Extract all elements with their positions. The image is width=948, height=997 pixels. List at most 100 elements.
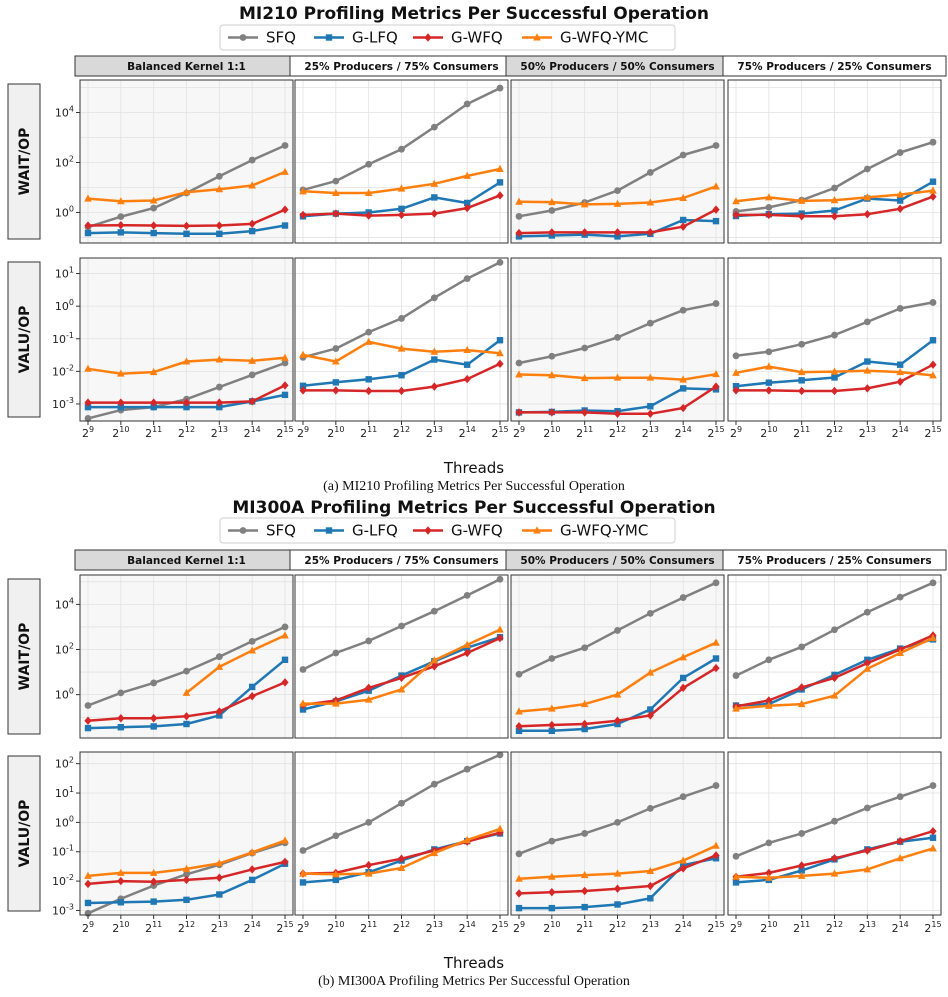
data-point-sfq: [831, 626, 838, 634]
x-tick-label: 210: [327, 920, 344, 935]
data-point-g-wfq: [182, 712, 191, 721]
data-point-g-wfq: [679, 222, 687, 231]
data-point-g-wfq-ymc: [929, 844, 937, 852]
data-point-sfq: [365, 160, 373, 168]
data-point-sfq: [646, 609, 654, 617]
data-point-sfq: [581, 830, 589, 837]
data-point-g-wfq-ymc: [463, 835, 471, 844]
data-point-g-lfq: [183, 720, 190, 728]
x-tick-label: 29: [730, 920, 742, 935]
x-tick-label: 210: [327, 425, 344, 440]
data-point-g-lfq: [581, 725, 588, 733]
x-tick-label: 213: [642, 425, 659, 440]
x-tick-label: 210: [112, 920, 129, 935]
data-point-g-wfq: [896, 204, 904, 214]
data-point-g-lfq: [929, 178, 937, 185]
data-point-g-wfq: [182, 221, 191, 231]
row-label-box: [7, 261, 41, 418]
data-point-g-wfq: [679, 683, 687, 693]
data-point-sfq: [332, 649, 340, 657]
data-point-g-wfq: [896, 836, 904, 846]
data-point-g-lfq: [864, 358, 871, 365]
x-axis-label: Threads: [443, 459, 504, 477]
x-axis-label: Threads: [443, 954, 504, 972]
x-tick-label: 210: [543, 425, 560, 440]
data-point-g-wfq: [646, 711, 654, 720]
data-point-g-wfq-ymc: [332, 188, 340, 197]
x-tick-label: 214: [892, 425, 909, 440]
data-point-g-wfq: [248, 219, 256, 229]
data-point-g-wfq-ymc: [463, 171, 471, 179]
data-point-g-wfq-ymc: [548, 197, 556, 206]
data-point-sfq: [299, 847, 307, 854]
data-point-sfq: [929, 782, 937, 789]
data-point-g-wfq: [117, 220, 125, 230]
x-tick-label: 214: [892, 920, 909, 935]
x-tick-label: 212: [609, 920, 626, 935]
data-point-g-wfq-ymc: [397, 863, 406, 871]
data-point-sfq: [281, 359, 289, 367]
data-point-g-lfq: [117, 724, 125, 731]
panel-frame: [294, 79, 509, 244]
data-point-g-lfq: [398, 372, 405, 379]
figure-mi210: MI210 Profiling Metrics Per Successful O…: [7, 4, 947, 494]
data-point-g-lfq: [896, 361, 904, 368]
data-point-g-wfq: [679, 864, 687, 873]
data-point-g-wfq: [548, 228, 556, 237]
data-point-sfq: [248, 156, 256, 164]
data-point-g-wfq-ymc: [679, 375, 687, 383]
data-point-g-wfq-ymc: [797, 196, 806, 204]
y-tick-label: 102: [55, 642, 74, 657]
data-point-g-wfq-ymc: [364, 869, 373, 877]
data-point-g-wfq: [515, 228, 523, 238]
row-label-box: [7, 578, 41, 735]
x-tick-label: 212: [178, 920, 195, 935]
data-point-g-lfq: [117, 229, 125, 236]
data-point-g-wfq-ymc: [765, 193, 773, 201]
figure-caption: (b) MI300A Profiling Metrics Per Success…: [318, 974, 630, 989]
data-point-g-lfq: [117, 899, 125, 906]
x-tick-label: 29: [82, 920, 94, 935]
data-point-g-wfq: [332, 209, 340, 218]
x-tick-label: 214: [459, 425, 476, 440]
data-point-g-wfq: [798, 212, 806, 221]
figure-title: MI210 Profiling Metrics Per Successful O…: [239, 4, 709, 24]
data-point-sfq: [215, 383, 223, 391]
data-point-g-wfq: [712, 382, 720, 391]
data-point-g-lfq: [679, 385, 687, 392]
legend-label-g-lfq: G-LFQ: [352, 29, 398, 47]
data-point-g-wfq: [365, 683, 373, 693]
panel: [294, 79, 509, 244]
data-point-g-lfq: [647, 403, 654, 410]
data-point-g-wfq-ymc: [84, 871, 92, 879]
data-point-g-lfq: [765, 379, 773, 386]
data-point-sfq: [798, 340, 806, 348]
data-point-g-lfq: [84, 229, 92, 237]
data-point-g-wfq: [281, 205, 289, 214]
legend-label-g-wfq-ymc: G-WFQ-YMC: [560, 522, 648, 540]
data-point-sfq: [732, 852, 740, 860]
data-point-g-lfq: [929, 834, 937, 841]
data-point-g-wfq: [215, 707, 223, 716]
data-point-sfq: [581, 644, 589, 652]
y-tick-label: 10-3: [52, 902, 74, 917]
data-point-g-wfq-ymc: [679, 653, 687, 661]
data-point-g-wfq: [248, 865, 256, 874]
data-point-g-lfq: [248, 876, 256, 884]
x-tick-label: 213: [642, 920, 659, 935]
data-point-g-wfq-ymc: [548, 371, 556, 379]
panel: 29 210 211 212 213 214 215: [727, 751, 942, 935]
data-point-g-wfq-ymc: [765, 362, 773, 370]
legend-label-g-lfq: G-LFQ: [352, 522, 398, 540]
data-point-g-wfq-ymc: [215, 662, 224, 670]
row-label-box: [7, 83, 41, 240]
data-point-g-lfq: [679, 216, 687, 224]
x-tick-label: 29: [82, 425, 94, 440]
data-point-g-wfq: [182, 398, 191, 407]
column-title: Balanced Kernel 1:1: [127, 61, 246, 73]
data-point-g-wfq-ymc: [332, 699, 340, 707]
data-point-sfq: [732, 352, 740, 360]
data-point-g-wfq: [798, 683, 806, 692]
y-tick-label: 104: [55, 596, 74, 611]
x-tick-label: 211: [576, 920, 593, 935]
